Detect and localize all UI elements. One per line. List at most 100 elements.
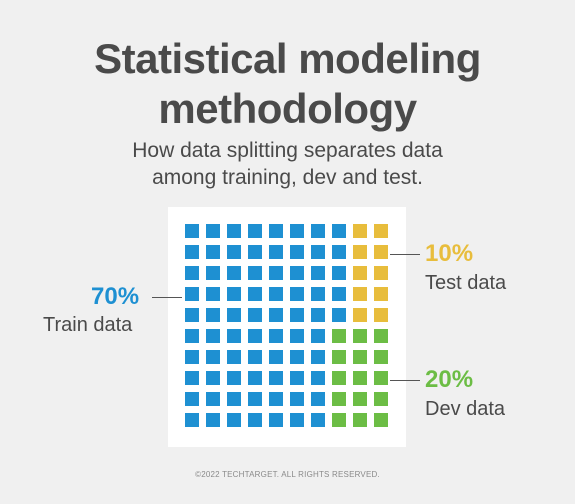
train-percent: 70%	[91, 283, 140, 310]
train-data-square	[248, 245, 262, 259]
test-data-square	[353, 308, 367, 322]
train-data-square	[206, 224, 220, 238]
train-data-square	[227, 245, 241, 259]
train-data-square	[290, 329, 304, 343]
train-data-square	[206, 266, 220, 280]
train-leader-line	[152, 297, 182, 298]
dev-label: Dev data	[425, 398, 506, 420]
train-data-square	[185, 371, 199, 385]
train-data-square	[248, 266, 262, 280]
dev-data-square	[353, 413, 367, 427]
dev-data-square	[332, 350, 346, 364]
train-data-square	[248, 413, 262, 427]
train-data-square	[248, 392, 262, 406]
train-data-square	[185, 392, 199, 406]
train-data-square	[311, 266, 325, 280]
dev-data-square	[374, 371, 388, 385]
train-data-square	[227, 371, 241, 385]
train-data-square	[332, 224, 346, 238]
test-data-square	[374, 287, 388, 301]
dev-data-square	[374, 350, 388, 364]
train-data-square	[206, 329, 220, 343]
test-data-square	[374, 245, 388, 259]
dev-data-square	[374, 392, 388, 406]
dev-data-square	[332, 329, 346, 343]
test-data-square	[353, 266, 367, 280]
dev-data-square	[353, 329, 367, 343]
train-data-square	[311, 371, 325, 385]
train-data-square	[269, 287, 283, 301]
train-data-square	[269, 308, 283, 322]
train-data-square	[227, 224, 241, 238]
dev-data-square	[332, 392, 346, 406]
title-line-1: Statistical modeling	[94, 35, 481, 82]
train-data-square	[290, 224, 304, 238]
train-data-square	[269, 350, 283, 364]
test-data-square	[353, 245, 367, 259]
waffle-panel	[168, 207, 406, 447]
train-data-square	[311, 392, 325, 406]
train-data-square	[185, 329, 199, 343]
train-data-square	[227, 392, 241, 406]
train-data-square	[248, 350, 262, 364]
train-data-square	[269, 371, 283, 385]
train-data-square	[206, 392, 220, 406]
train-data-square	[269, 413, 283, 427]
train-data-square	[290, 413, 304, 427]
train-data-square	[311, 350, 325, 364]
test-percent: 10%	[425, 240, 474, 267]
train-label: Train data	[43, 314, 133, 336]
dev-data-square	[374, 413, 388, 427]
test-leader-line	[390, 254, 420, 255]
train-data-square	[269, 329, 283, 343]
train-data-square	[290, 371, 304, 385]
train-data-square	[248, 287, 262, 301]
train-data-square	[185, 413, 199, 427]
train-data-square	[185, 245, 199, 259]
train-data-square	[227, 329, 241, 343]
train-data-square	[206, 308, 220, 322]
train-data-square	[206, 371, 220, 385]
dev-data-square	[374, 329, 388, 343]
waffle-grid	[168, 207, 406, 447]
train-data-square	[206, 287, 220, 301]
dev-data-square	[353, 350, 367, 364]
train-data-square	[311, 224, 325, 238]
train-data-square	[206, 350, 220, 364]
train-data-square	[248, 371, 262, 385]
train-data-square	[206, 413, 220, 427]
train-data-square	[311, 329, 325, 343]
train-data-square	[227, 287, 241, 301]
train-data-square	[248, 224, 262, 238]
dev-leader-line	[390, 380, 420, 381]
train-data-square	[206, 245, 220, 259]
train-data-square	[227, 350, 241, 364]
train-data-square	[332, 266, 346, 280]
dev-data-square	[353, 392, 367, 406]
test-data-square	[374, 266, 388, 280]
subtitle-line-1: How data splitting separates data	[132, 139, 443, 162]
subtitle-line-2: among training, dev and test.	[152, 166, 423, 189]
train-data-square	[311, 287, 325, 301]
train-data-square	[248, 308, 262, 322]
train-data-square	[332, 245, 346, 259]
train-data-square	[227, 413, 241, 427]
train-data-square	[290, 245, 304, 259]
train-data-square	[269, 266, 283, 280]
train-data-square	[311, 308, 325, 322]
train-data-square	[185, 224, 199, 238]
train-data-square	[227, 266, 241, 280]
train-data-square	[290, 350, 304, 364]
train-data-square	[332, 308, 346, 322]
train-data-square	[185, 308, 199, 322]
title-line-2: methodology	[158, 85, 417, 132]
train-data-square	[269, 224, 283, 238]
subtitle: How data splitting separates data among …	[0, 137, 575, 191]
test-data-square	[353, 224, 367, 238]
train-data-square	[269, 245, 283, 259]
train-data-square	[311, 413, 325, 427]
test-data-square	[353, 287, 367, 301]
train-data-square	[185, 266, 199, 280]
test-data-square	[374, 224, 388, 238]
train-data-square	[332, 287, 346, 301]
